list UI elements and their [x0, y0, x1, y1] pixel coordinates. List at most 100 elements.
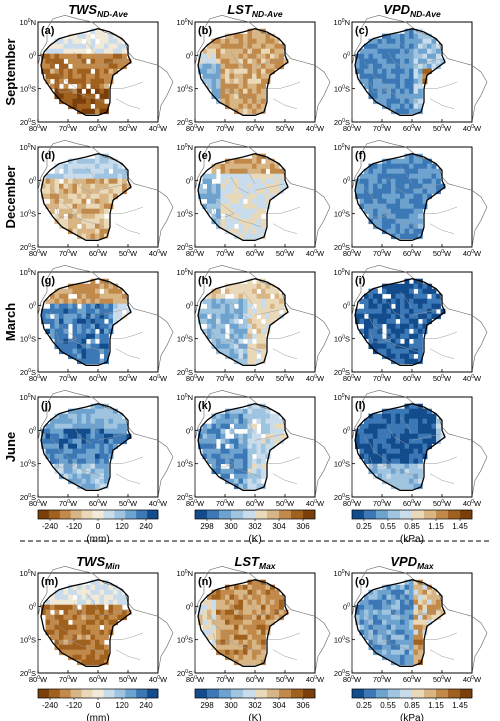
heatmap-cell: [270, 599, 275, 606]
heatmap-cell: [252, 203, 257, 210]
heatmap-cell: [211, 168, 217, 175]
heatmap-cell: [207, 63, 212, 70]
heatmap-cell: [377, 323, 383, 330]
heatmap-cell: [220, 58, 226, 65]
heatmap-cell: [261, 78, 266, 85]
heatmap-cell: [225, 223, 230, 230]
heatmap-cell: [45, 604, 51, 611]
heatmap-cell: [391, 168, 396, 175]
heatmap-cell: [418, 293, 423, 300]
heatmap-cell: [54, 83, 60, 90]
heatmap-cell: [99, 338, 105, 345]
heatmap-cell: [86, 313, 91, 320]
heatmap-cell: [274, 163, 280, 170]
heatmap-cell: [400, 654, 405, 661]
heatmap-cell: [256, 433, 262, 440]
heatmap-cell: [400, 108, 405, 115]
lat-tick-label: 00: [343, 51, 350, 60]
heatmap-cell: [395, 198, 401, 205]
heatmap-cell: [68, 428, 73, 435]
heatmap-cell: [108, 178, 114, 185]
heatmap-cell: [382, 463, 387, 470]
heatmap-cell: [243, 193, 248, 200]
heatmap-cell: [59, 423, 64, 430]
heatmap-cell: [386, 218, 392, 225]
heatmap-cell: [395, 594, 401, 601]
colorbar-swatch: [255, 510, 268, 519]
heatmap-cell: [409, 88, 414, 95]
heatmap-cell: [216, 413, 221, 420]
heatmap-cell: [400, 599, 405, 606]
heatmap-cell: [104, 308, 109, 315]
heatmap-cell: [72, 408, 78, 415]
heatmap-cell: [382, 218, 387, 225]
heatmap-cell: [256, 468, 262, 475]
heatmap-cell: [427, 423, 432, 430]
heatmap-cell: [122, 599, 127, 606]
heatmap-cell: [404, 43, 410, 50]
heatmap-cell: [422, 584, 428, 591]
heatmap-cell: [386, 629, 392, 636]
heatmap-cell: [413, 448, 419, 455]
heatmap-cell: [95, 589, 100, 596]
heatmap-cell: [261, 624, 266, 631]
heatmap-cell: [238, 283, 244, 290]
heatmap-cell: [99, 178, 105, 185]
heatmap-cell: [220, 68, 226, 75]
heatmap-cell: [409, 103, 414, 110]
heatmap-cell: [436, 423, 441, 430]
heatmap-cell: [386, 198, 392, 205]
heatmap-cell: [63, 73, 69, 80]
heatmap-cell: [373, 78, 378, 85]
heatmap-cell: [220, 293, 226, 300]
heatmap-cell: [211, 338, 217, 345]
heatmap-cell: [382, 313, 387, 320]
heatmap-cell: [198, 68, 203, 75]
heatmap-cell: [99, 63, 105, 70]
heatmap-cell: [63, 303, 69, 310]
heatmap-cell: [404, 353, 410, 360]
heatmap-cell: [386, 338, 392, 345]
heatmap-cell: [359, 438, 365, 445]
heatmap-cell: [211, 463, 217, 470]
heatmap-cell: [234, 88, 239, 95]
heatmap-cell: [238, 458, 244, 465]
colorbar-swatch: [279, 689, 292, 698]
heatmap-cell: [220, 333, 226, 340]
heatmap-cell: [368, 599, 374, 606]
heatmap-cell: [220, 338, 226, 345]
heatmap-cell: [234, 408, 239, 415]
admin-boundary: [55, 632, 78, 644]
heatmap-cell: [220, 443, 226, 450]
heatmap-cell: [72, 93, 78, 100]
heatmap-cell: [247, 208, 253, 215]
heatmap-cell: [95, 73, 100, 80]
heatmap-cell: [216, 599, 221, 606]
heatmap-cell: [256, 108, 262, 115]
heatmap-cell: [63, 48, 69, 55]
heatmap-cell: [72, 413, 78, 420]
heatmap-cell: [355, 58, 360, 65]
heatmap-cell: [86, 418, 91, 425]
heatmap-cell: [373, 639, 378, 646]
heatmap-cell: [364, 83, 369, 90]
heatmap-cell: [377, 88, 383, 95]
heatmap-cell: [247, 418, 253, 425]
heatmap-cell: [431, 298, 437, 305]
heatmap-cell: [256, 198, 262, 205]
heatmap-cell: [270, 318, 275, 325]
heatmap-cell: [243, 599, 248, 606]
heatmap-cell: [229, 313, 235, 320]
heatmap-cell: [59, 308, 64, 315]
heatmap-cell: [256, 158, 262, 165]
heatmap-cell: [99, 173, 105, 180]
heatmap-cell: [386, 83, 392, 90]
heatmap-cell: [238, 654, 244, 661]
heatmap-cell: [238, 323, 244, 330]
heatmap-cell: [45, 188, 51, 195]
heatmap-cell: [86, 423, 91, 430]
heatmap-cell: [108, 173, 114, 180]
admin-boundary: [67, 338, 105, 353]
heatmap-cell: [99, 418, 105, 425]
